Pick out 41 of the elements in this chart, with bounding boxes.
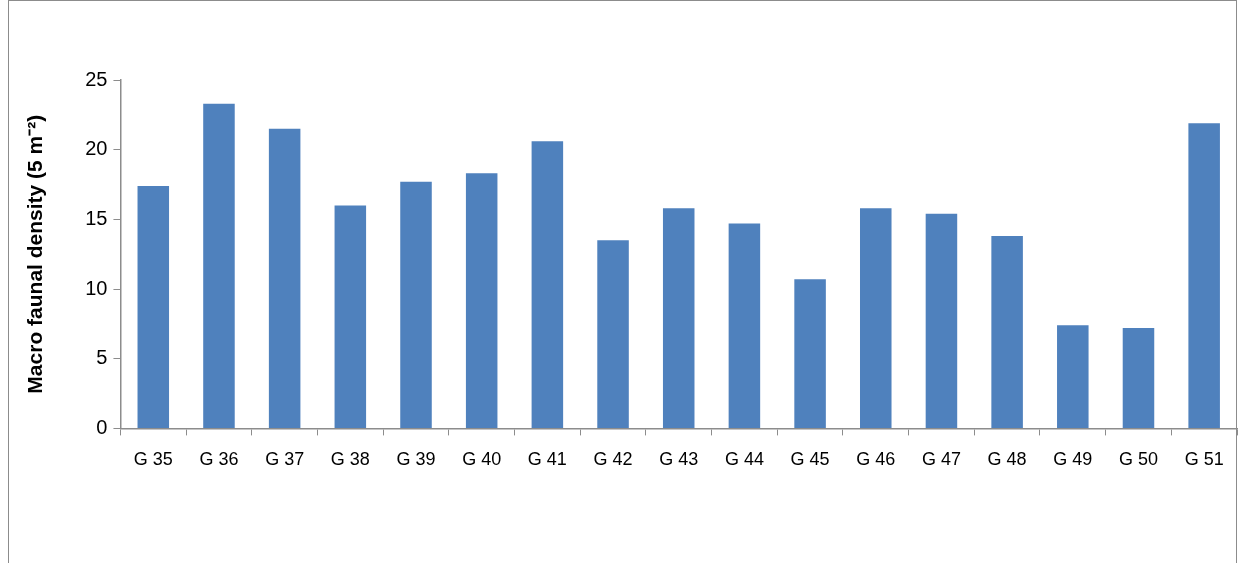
x-tick-label: G 40 (462, 449, 502, 470)
x-tick-label: G 41 (527, 449, 567, 470)
bar (925, 213, 958, 428)
x-tick-label: G 37 (265, 449, 305, 470)
bar (531, 141, 564, 428)
bar (400, 181, 432, 428)
x-tick-label: G 47 (921, 449, 961, 470)
x-tick-label: G 46 (856, 449, 896, 470)
bar (1188, 123, 1220, 428)
y-tick-label: 10 (85, 276, 108, 299)
y-tick-label: 0 (96, 415, 108, 438)
bar (597, 240, 629, 428)
bar (334, 205, 367, 428)
x-tick-label: G 36 (199, 449, 239, 470)
x-tick-label: G 35 (133, 449, 173, 470)
bar (203, 103, 235, 428)
x-tick-label: G 42 (593, 449, 633, 470)
bar (1057, 325, 1089, 428)
x-tick-label: G 49 (1053, 449, 1093, 470)
bar (728, 223, 761, 428)
y-tick-label: 25 (85, 67, 108, 90)
x-tick-label: G 43 (659, 449, 699, 470)
x-tick-label: G 38 (330, 449, 370, 470)
y-tick-label: 15 (85, 206, 108, 229)
bar (268, 128, 301, 428)
bar (794, 279, 826, 428)
x-tick-label: G 39 (396, 449, 436, 470)
x-tick-label: G 51 (1184, 449, 1224, 470)
bar (465, 173, 498, 428)
y-tick-label: 5 (96, 346, 108, 369)
bar (1122, 328, 1155, 428)
x-tick-label: G 50 (1118, 449, 1158, 470)
x-tick-label: G 45 (790, 449, 830, 470)
y-axis-title: Macro faunal density (5 m⁻²) (23, 114, 47, 394)
bar (860, 208, 892, 428)
bar (662, 208, 695, 428)
y-tick-label: 20 (85, 137, 108, 160)
bar (991, 236, 1023, 428)
x-tick-label: G 44 (724, 449, 764, 470)
bar (137, 185, 170, 428)
x-tick-label: G 48 (987, 449, 1027, 470)
